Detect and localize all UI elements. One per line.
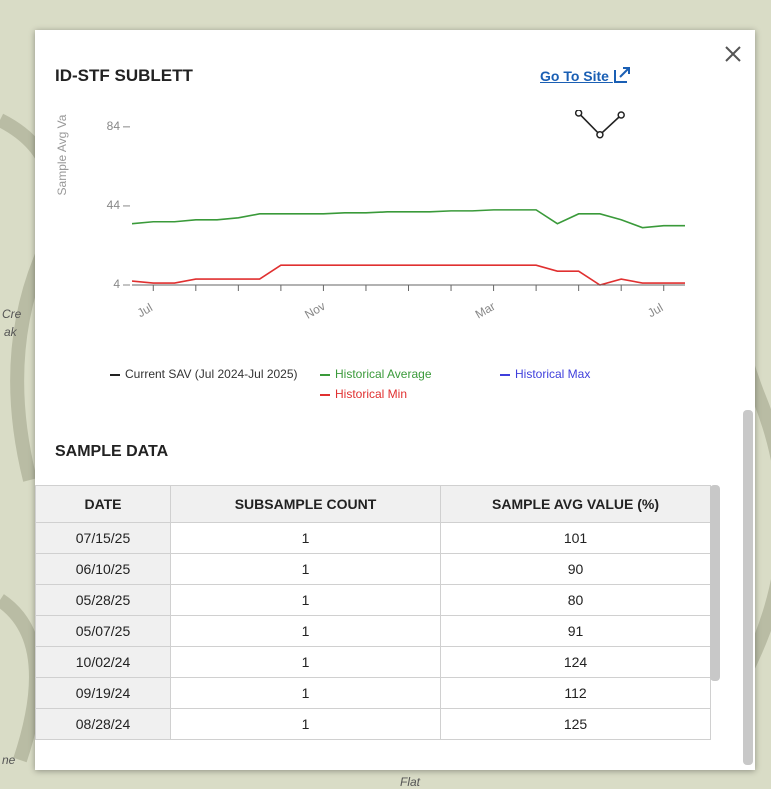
column-header: SAMPLE AVG VALUE (%): [440, 485, 711, 523]
table-row: 09/19/24 1 112: [35, 677, 711, 709]
table-cell: 101: [440, 522, 711, 554]
table-cell: 05/07/25: [35, 615, 171, 647]
popup: ID-STF SUBLETT Go To Site Sample Avg Va …: [35, 30, 755, 770]
y-axis-label: Sample Avg Va: [55, 114, 69, 195]
table-cell: 06/10/25: [35, 553, 171, 585]
table-cell: 05/28/25: [35, 584, 171, 616]
table-cell: 112: [440, 677, 711, 709]
legend-label: Current SAV (Jul 2024-Jul 2025): [125, 367, 298, 381]
table-cell: 07/15/25: [35, 522, 171, 554]
table-cell: 90: [440, 553, 711, 585]
map-label: Cre: [2, 307, 22, 321]
point: [596, 131, 604, 139]
legend-label: Historical Max: [515, 367, 590, 381]
legend-label: Historical Min: [335, 387, 407, 401]
map-label: ne: [2, 753, 16, 767]
y-tick-label: 84: [107, 119, 121, 133]
close-button[interactable]: [723, 44, 743, 64]
y-tick-label: 4: [113, 277, 120, 291]
link-text[interactable]: Go To Site: [540, 68, 609, 84]
table-cell: 10/02/24: [35, 646, 171, 678]
column-header: DATE: [35, 485, 171, 523]
table-row: 10/02/24 1 124: [35, 646, 711, 678]
section-title: SAMPLE DATA: [55, 443, 169, 460]
column-header: SUBSAMPLE COUNT: [170, 485, 441, 523]
table-scrollbar[interactable]: [710, 485, 720, 681]
table-row: 06/10/25 1 90: [35, 553, 711, 585]
map-label: Flat: [400, 775, 421, 789]
table-cell: 08/28/24: [35, 708, 171, 740]
series-line: [132, 264, 685, 286]
x-tick-label: Jul: [135, 300, 155, 320]
site-title: ID-STF SUBLETT: [55, 66, 193, 85]
point: [617, 111, 625, 119]
go-to-site-link[interactable]: Go To Site: [540, 66, 631, 84]
series-line: [132, 209, 685, 229]
x-tick-label: Nov: [302, 299, 327, 322]
table-cell: 125: [440, 708, 711, 740]
table-row: 08/28/24 1 125: [35, 708, 711, 740]
plot: [132, 110, 685, 286]
x-tick-label: Mar: [473, 299, 498, 321]
x-tick-label: Jul: [645, 300, 665, 320]
table-cell: 1: [170, 553, 441, 585]
table-row: 07/15/25 1 101: [35, 522, 711, 554]
table-cell: 124: [440, 646, 711, 678]
table-row: 05/07/25 1 91: [35, 615, 711, 647]
table-row: 05/28/25 1 80: [35, 584, 711, 616]
table-cell: 09/19/24: [35, 677, 171, 709]
external-icon[interactable]: [613, 66, 631, 84]
table-cell: 91: [440, 615, 711, 647]
table-cell: 80: [440, 584, 711, 616]
table-cell: 1: [170, 584, 441, 616]
table-cell: 1: [170, 677, 441, 709]
table-cell: 1: [170, 708, 441, 740]
legend-label: Historical Average: [335, 367, 432, 381]
table-cell: 1: [170, 646, 441, 678]
sample-table: DATE SUBSAMPLE COUNT SAMPLE AVG VALUE (%) 0…: [35, 485, 711, 740]
header-row: DATE SUBSAMPLE COUNT SAMPLE AVG VALUE (%): [35, 485, 711, 523]
map-label: ak: [4, 325, 18, 339]
table-cell: 1: [170, 522, 441, 554]
point: [574, 110, 583, 117]
table-cell: 1: [170, 615, 441, 647]
panel-scrollbar[interactable]: [743, 410, 753, 765]
y-tick-label: 44: [107, 198, 121, 212]
